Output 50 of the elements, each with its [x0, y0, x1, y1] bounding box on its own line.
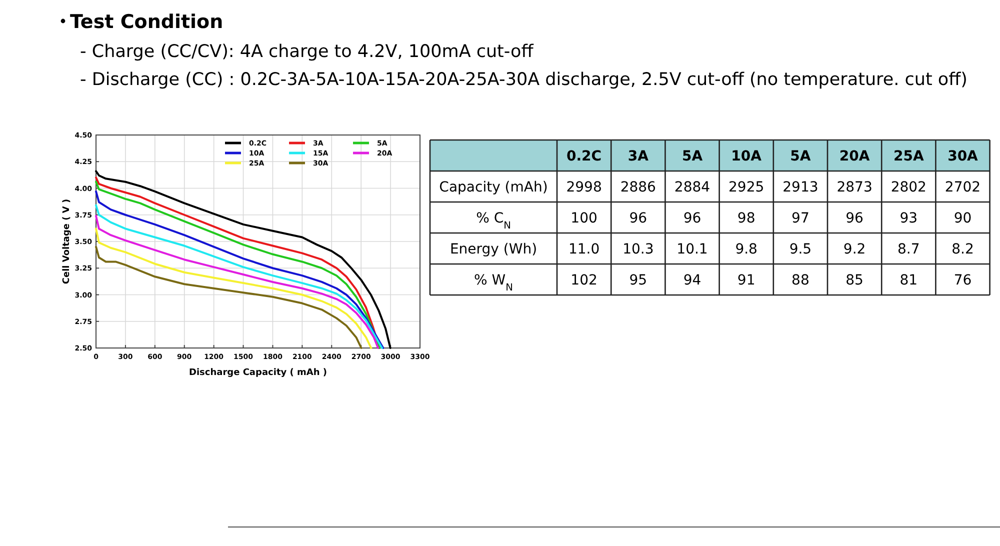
text: 97 — [792, 210, 810, 226]
chart-title: Test Condition — [70, 11, 224, 33]
text: 76 — [954, 272, 972, 288]
text: 10.1 — [676, 242, 708, 258]
category-label: 10A — [731, 148, 762, 164]
category-label: 20A — [839, 148, 870, 164]
category-label: 5A — [682, 148, 703, 164]
text: 9.5 — [789, 242, 812, 258]
category-label: 3A — [628, 148, 649, 164]
text: - Discharge (CC) : 0.2C-3A-5A-10A-15A-20A-25A-30A discharge, 2.5V cut-off (no temperature. cut off) — [80, 70, 968, 90]
text: 9.8 — [735, 242, 758, 258]
category-label: 5A — [790, 148, 811, 164]
category-label: % C$_{N}$ — [476, 210, 511, 231]
category-label: 0.2C — [566, 148, 602, 164]
text: 11.0 — [568, 242, 600, 258]
text: 96 — [683, 210, 702, 226]
text: 95 — [629, 272, 648, 288]
text: 8.7 — [898, 242, 920, 258]
text: 94 — [683, 272, 702, 288]
text: 2884 — [674, 180, 710, 196]
x-axis-title: Discharge Capacity ( mAh ) — [188, 368, 328, 378]
text: 98 — [737, 210, 756, 226]
text: 2873 — [836, 180, 872, 196]
text: 10.3 — [622, 242, 654, 258]
text: 93 — [900, 210, 918, 226]
text: 2802 — [890, 180, 926, 196]
text: - Charge (CC/CV): 4A charge to 4.2V, 100mA cut-off — [80, 42, 534, 62]
text: 2913 — [782, 180, 818, 196]
y-axis-title: Cell Voltage ( V ) — [62, 198, 72, 284]
text: 88 — [792, 272, 810, 288]
text: 90 — [954, 210, 972, 226]
category-label: % W$_{N}$ — [474, 272, 513, 293]
text: 9.2 — [843, 242, 866, 258]
category-label: 30A — [948, 148, 978, 164]
text: 2925 — [728, 180, 764, 196]
text: 2886 — [620, 180, 656, 196]
text: 100 — [570, 210, 598, 226]
text: 2998 — [566, 180, 602, 196]
text: 81 — [900, 272, 918, 288]
text: 85 — [846, 272, 864, 288]
category-label: Energy (Wh) — [450, 242, 538, 258]
text: 102 — [570, 272, 598, 288]
category-label: 25A — [893, 148, 924, 164]
text: 2702 — [944, 180, 981, 196]
text: 96 — [629, 210, 648, 226]
category-label: Capacity (mAh) — [439, 180, 548, 196]
line-series — [95, 246, 362, 349]
text: 96 — [846, 210, 864, 226]
text: 8.2 — [952, 242, 974, 258]
text: 91 — [737, 272, 756, 288]
